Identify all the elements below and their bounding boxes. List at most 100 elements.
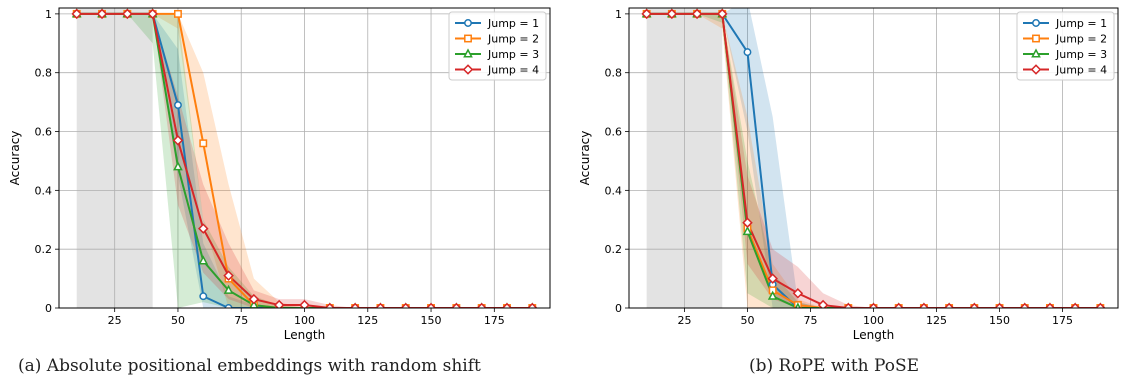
x-tick-label: 175 [1052, 314, 1073, 327]
band-4 [646, 13, 1101, 308]
data-point [174, 101, 182, 110]
data-point [943, 302, 955, 308]
data-point [71, 8, 82, 20]
data-point [969, 302, 980, 308]
series-group [71, 8, 538, 308]
x-tick-label: 25 [108, 314, 122, 327]
data-point [794, 302, 801, 308]
x-tick-label: 125 [357, 314, 378, 327]
data-point [96, 8, 108, 20]
data-point [223, 270, 234, 281]
data-point [501, 302, 513, 308]
data-point [743, 48, 752, 57]
x-tick-label: 75 [803, 314, 817, 327]
bands [76, 13, 533, 308]
data-point [451, 302, 462, 308]
data-point [994, 302, 1005, 308]
legend-marker [1031, 48, 1041, 58]
legend-label: Jump = 3 [1055, 48, 1107, 61]
legend-label: Jump = 1 [1055, 17, 1107, 30]
data-point [868, 302, 879, 308]
data-point [893, 302, 904, 308]
band-3 [76, 13, 533, 308]
legend-label: Jump = 3 [487, 48, 539, 61]
y-tick-label: 0 [45, 302, 52, 315]
x-tick-label: 50 [171, 314, 185, 327]
data-point [742, 217, 753, 228]
legend-label: Jump = 1 [487, 17, 539, 30]
band-4 [76, 13, 533, 308]
data-point [122, 8, 133, 20]
x-tick-label: 25 [677, 314, 691, 327]
data-point [1069, 302, 1081, 308]
legend-marker [1032, 19, 1040, 27]
band-3 [646, 13, 1101, 308]
legend-marker [463, 48, 473, 58]
y-tick-label: 0.2 [605, 243, 623, 256]
data-point [400, 302, 411, 308]
y-tick-label: 1 [615, 8, 622, 21]
data-point [248, 293, 260, 305]
legend-label: Jump = 2 [487, 33, 539, 46]
x-tick-label: 150 [989, 314, 1010, 327]
band-2 [76, 13, 533, 308]
data-point [172, 135, 184, 146]
legend-marker [1030, 64, 1042, 75]
data-point [767, 273, 778, 284]
data-point [918, 302, 930, 308]
data-point [324, 302, 336, 308]
series-group [641, 8, 1106, 308]
y-tick-label: 0.2 [35, 243, 53, 256]
data-point [198, 223, 209, 234]
data-point [767, 290, 778, 300]
data-point [843, 302, 854, 308]
legend-label: Jump = 2 [1055, 33, 1107, 46]
y-tick-label: 1 [45, 8, 52, 21]
x-tick-label: 175 [484, 314, 505, 327]
y-tick-label: 0.4 [35, 184, 53, 197]
y-axis-label: Accuracy [578, 131, 592, 186]
y-tick-label: 0.6 [605, 126, 623, 139]
legend-marker [464, 19, 472, 27]
band-2 [646, 13, 1101, 308]
legend-label: Jump = 4 [1055, 64, 1107, 77]
x-tick-label: 75 [234, 314, 248, 327]
y-tick-label: 0.6 [35, 126, 53, 139]
caption-b: (b) RoPE with PoSE [749, 356, 920, 376]
y-tick-label: 0.4 [605, 184, 623, 197]
figure: 25 50 75 100 125 150 17500.20.40.60.81LengthAc… [8, 7, 1119, 342]
data-point [1044, 302, 1056, 308]
legend-label: Jump = 4 [487, 64, 539, 77]
data-point [691, 8, 703, 20]
legend: Jump = 1 Jump = 2 Jump = 3 Jump = 4 [448, 11, 547, 81]
data-point [666, 8, 678, 20]
y-axis-label: Accuracy [8, 131, 22, 186]
chart-0: 25 50 75 100 125 150 175 0 0.2 0.4 0.6 0.8 1 Length Ac… [8, 7, 551, 342]
legend-marker [1032, 34, 1040, 43]
chart-1: 25 50 75 100 125 150 175 0 0.2 0.4 0.6 0.8 1 Length Ac… [578, 7, 1119, 342]
data-point [476, 302, 487, 308]
data-point [742, 225, 753, 236]
data-point [792, 288, 804, 299]
x-tick-label: 100 [294, 314, 315, 327]
caption-a: (a) Absolute positional embeddings with … [18, 356, 481, 376]
data-point [425, 302, 437, 308]
data-point [817, 299, 829, 308]
x-axis-label: Length [284, 328, 325, 342]
band-1 [76, 13, 533, 308]
legend-box [1016, 11, 1115, 81]
data-point [174, 9, 182, 18]
data-point [375, 302, 386, 308]
x-tick-label: 100 [863, 314, 884, 327]
data-point [349, 302, 361, 308]
x-tick-label: 150 [421, 314, 442, 327]
data-point [527, 302, 538, 308]
legend-marker [464, 34, 472, 43]
x-axis-label: Length [853, 328, 894, 342]
x-tick-label: 50 [740, 314, 754, 327]
legend: Jump = 1 Jump = 2 Jump = 3 Jump = 4 [1016, 11, 1115, 81]
legend-marker [462, 64, 474, 75]
data-point [199, 139, 208, 148]
data-point [1095, 302, 1106, 308]
band-1 [646, 8, 1101, 308]
